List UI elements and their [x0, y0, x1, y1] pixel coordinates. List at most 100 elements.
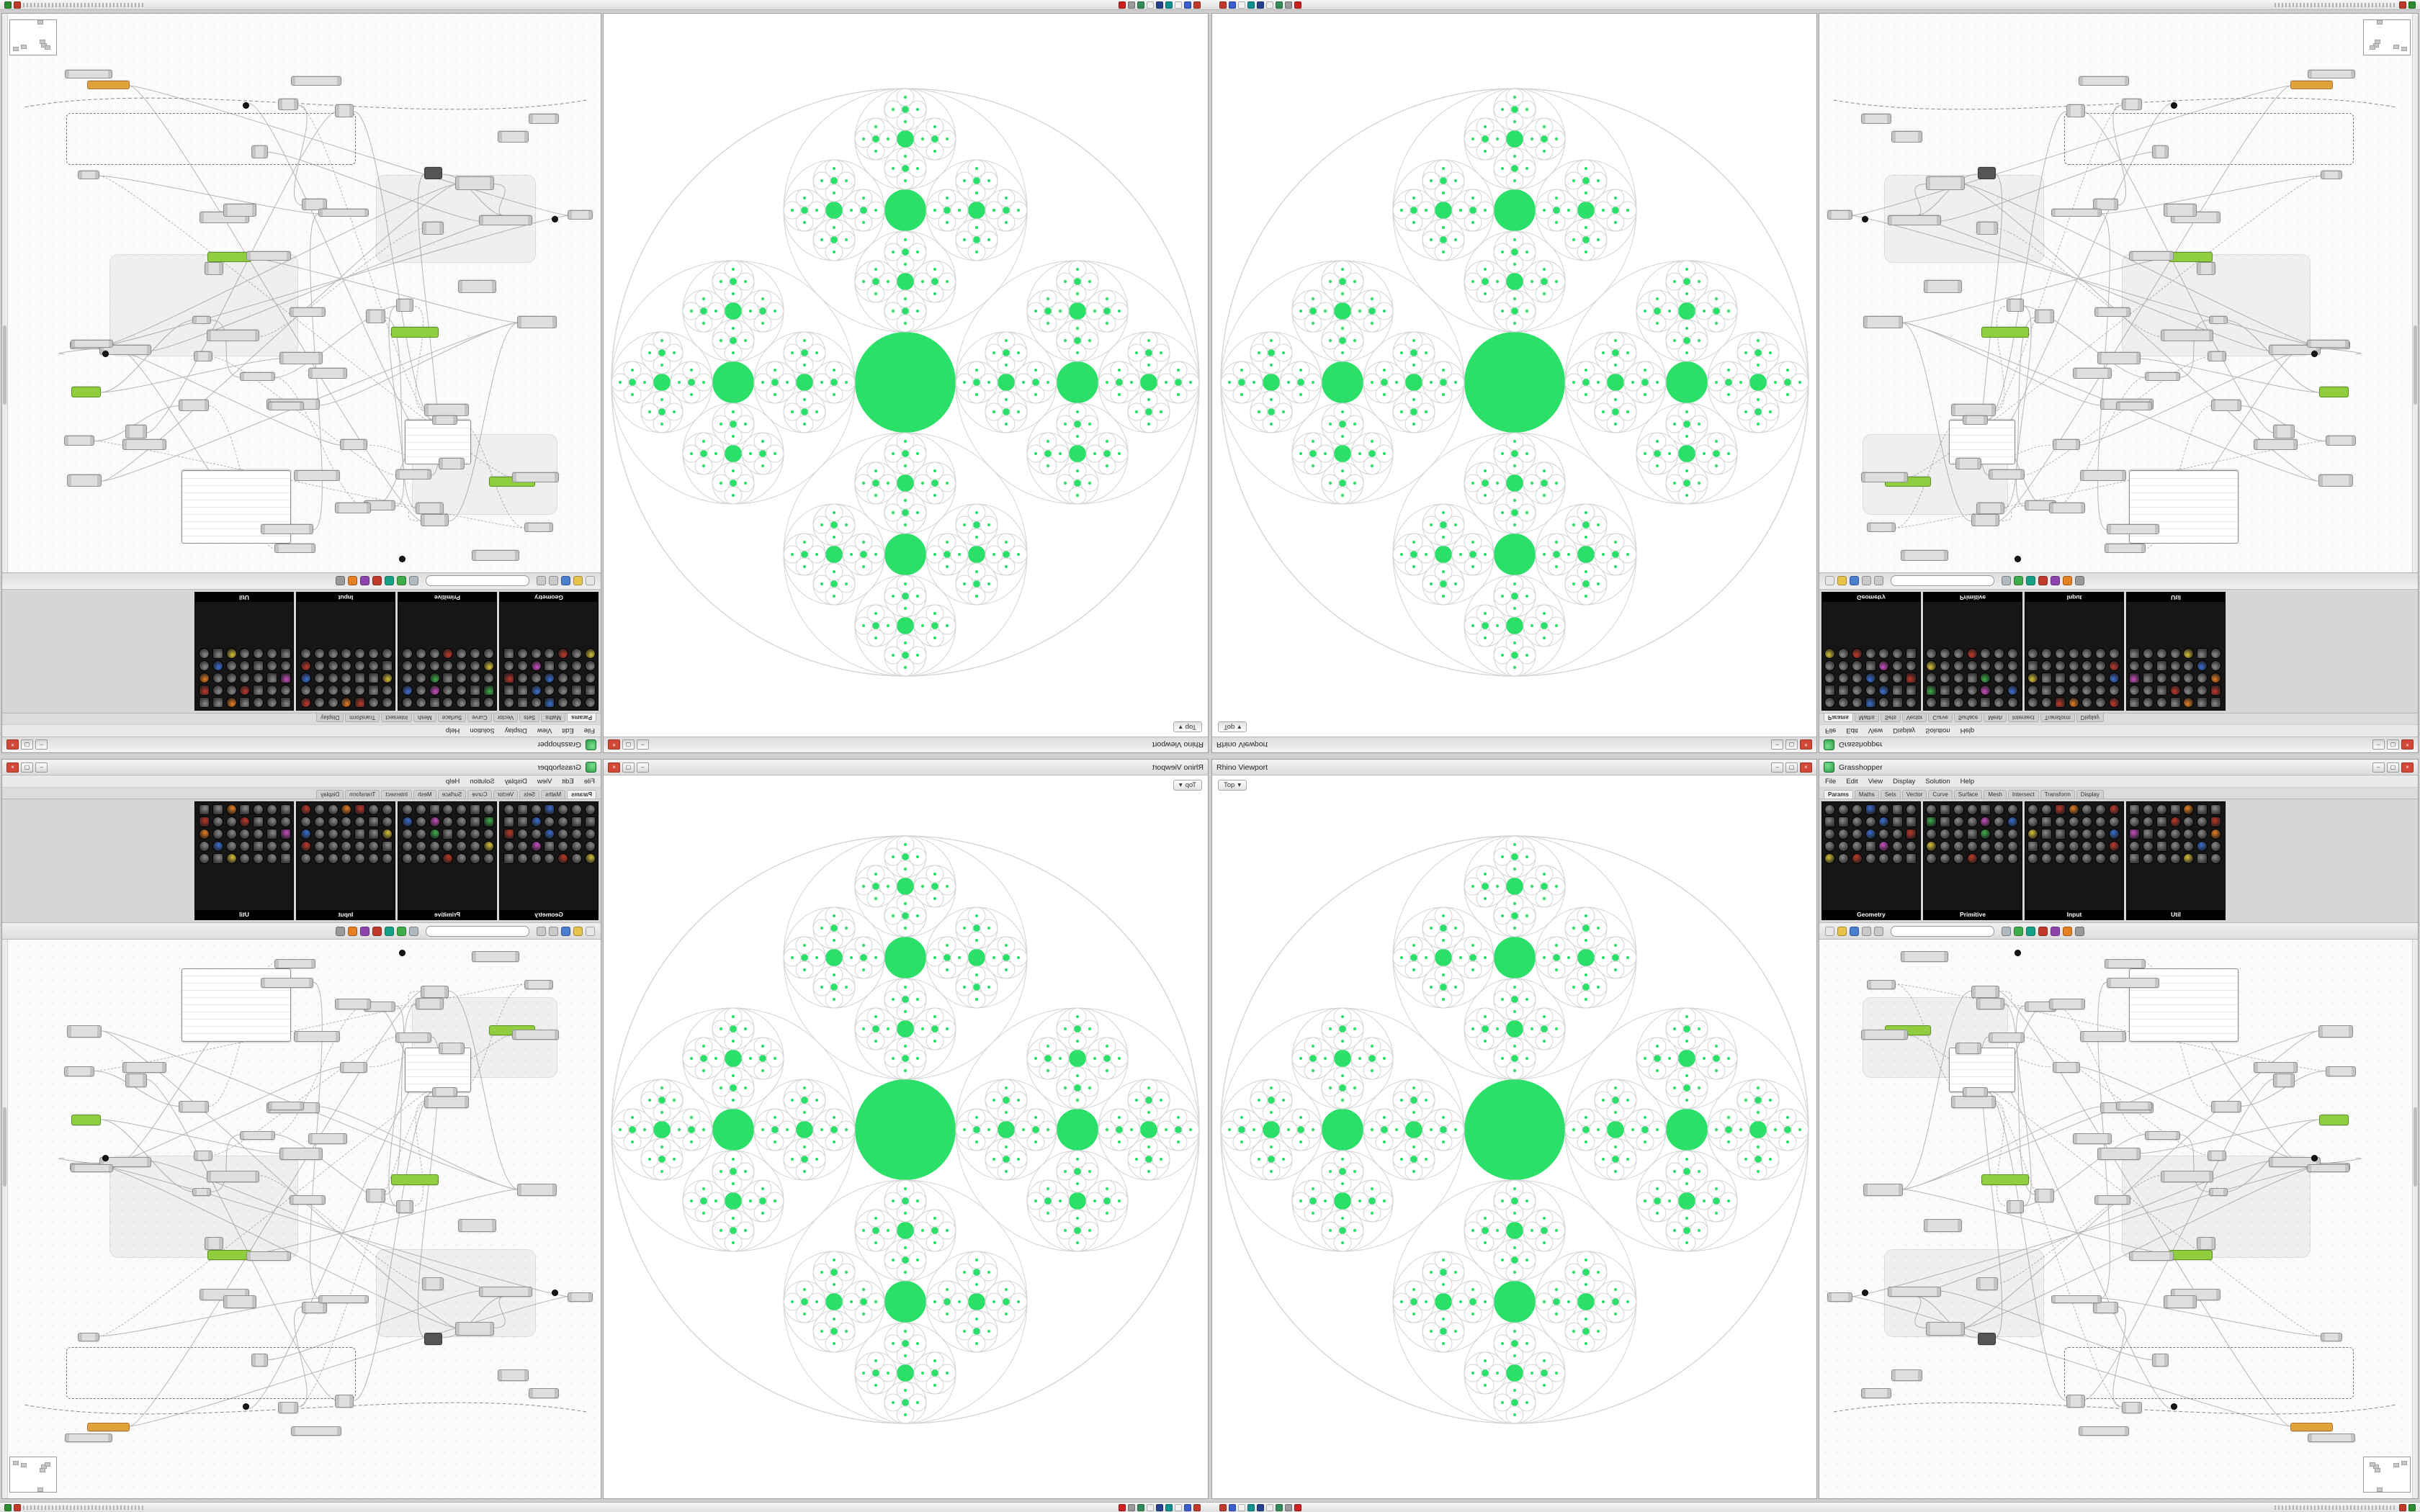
component-icon[interactable]	[1939, 660, 1950, 671]
taskbar-app-red2[interactable]	[1119, 1, 1126, 9]
viewport-tab-top[interactable]: Top ▾	[1218, 721, 1247, 732]
component-icon[interactable]	[470, 648, 481, 659]
gh-node[interactable]	[2164, 204, 2197, 217]
component-icon[interactable]	[1994, 685, 2005, 696]
component-icon[interactable]	[1878, 804, 1890, 815]
component-icon[interactable]	[2169, 841, 2181, 852]
component-icon[interactable]	[530, 648, 542, 659]
component-icon[interactable]	[1994, 648, 2005, 659]
component-icon[interactable]	[401, 829, 413, 840]
gh-node[interactable]	[366, 310, 385, 323]
component-icon[interactable]	[442, 660, 454, 671]
component-icon[interactable]	[2027, 660, 2038, 671]
component-icon[interactable]	[2054, 697, 2066, 708]
gh-node[interactable]	[192, 1188, 211, 1196]
component-icon[interactable]	[239, 853, 251, 864]
tab-display[interactable]: Display	[316, 790, 344, 798]
close-icon[interactable]: ×	[608, 762, 620, 773]
gh-node[interactable]	[424, 404, 469, 416]
gh-node[interactable]	[71, 1115, 101, 1125]
component-icon[interactable]	[503, 697, 514, 708]
component-icon[interactable]	[1878, 697, 1890, 708]
component-icon[interactable]	[300, 685, 311, 696]
menu-item-view[interactable]: View	[1868, 726, 1883, 735]
component-icon[interactable]	[1966, 829, 1978, 840]
component-icon[interactable]	[2169, 648, 2181, 659]
component-icon[interactable]	[382, 660, 393, 671]
component-icon[interactable]	[483, 648, 494, 659]
component-icon[interactable]	[2095, 697, 2107, 708]
component-icon[interactable]	[1926, 853, 1937, 864]
component-icon[interactable]	[300, 841, 311, 852]
gh-node[interactable]	[2122, 1402, 2142, 1413]
maximize-icon[interactable]: ▢	[1785, 739, 1798, 750]
gh-node[interactable]	[2051, 209, 2102, 217]
canvas-scrollbar[interactable]	[2, 940, 8, 1498]
component-icon[interactable]	[253, 853, 264, 864]
menu-item-solution[interactable]: Solution	[1925, 777, 1950, 786]
component-icon[interactable]	[2156, 816, 2167, 827]
viewport-canvas[interactable]: Top ▾	[1212, 775, 1816, 1498]
component-icon[interactable]	[1824, 816, 1835, 827]
gh-node[interactable]	[194, 1151, 212, 1161]
tab-surface[interactable]: Surface	[437, 790, 467, 798]
component-icon[interactable]	[382, 648, 393, 659]
component-icon[interactable]	[198, 648, 210, 659]
gh-node[interactable]	[421, 986, 449, 998]
component-icon[interactable]	[470, 841, 481, 852]
gh-node[interactable]	[291, 1426, 341, 1436]
gh-node[interactable]	[2007, 299, 2024, 312]
new-file-icon[interactable]	[1825, 926, 1834, 936]
component-icon[interactable]	[2095, 841, 2107, 852]
component-icon[interactable]	[2027, 697, 2038, 708]
component-icon[interactable]	[266, 841, 278, 852]
shaded-preview-icon[interactable]	[385, 576, 394, 586]
component-icon[interactable]	[313, 648, 325, 659]
component-icon[interactable]	[239, 648, 251, 659]
component-icon[interactable]	[2109, 829, 2120, 840]
component-icon[interactable]	[253, 816, 264, 827]
component-icon[interactable]	[2129, 672, 2140, 683]
component-icon[interactable]	[341, 660, 352, 671]
component-icon[interactable]	[1966, 648, 1978, 659]
component-icon[interactable]	[1837, 660, 1849, 671]
tab-mesh[interactable]: Mesh	[413, 714, 436, 722]
taskbar-app-blue[interactable]	[1184, 1503, 1191, 1511]
component-icon[interactable]	[557, 685, 569, 696]
component-icon[interactable]	[1865, 685, 1876, 696]
gh-node[interactable]	[432, 415, 457, 425]
component-icon[interactable]	[585, 829, 596, 840]
minimize-icon[interactable]: –	[2372, 739, 2385, 750]
gh-node[interactable]	[524, 523, 553, 532]
component-icon[interactable]	[212, 841, 223, 852]
component-icon[interactable]	[2183, 685, 2195, 696]
viewport-canvas[interactable]: Top ▾	[604, 775, 1208, 1498]
component-icon[interactable]	[1892, 853, 1904, 864]
component-icon[interactable]	[571, 697, 583, 708]
gh-node[interactable]	[1901, 951, 1948, 962]
tab-sets[interactable]: Sets	[519, 790, 540, 798]
component-icon[interactable]	[2007, 660, 2019, 671]
shaded-preview-icon[interactable]	[2026, 926, 2035, 936]
component-icon[interactable]	[2197, 697, 2208, 708]
taskbar-app-gray[interactable]	[1285, 1, 1292, 9]
component-icon[interactable]	[2183, 697, 2195, 708]
component-icon[interactable]	[2197, 829, 2208, 840]
component-icon[interactable]	[327, 697, 339, 708]
component-icon[interactable]	[225, 672, 237, 683]
component-icon[interactable]	[1953, 648, 1964, 659]
component-icon[interactable]	[1878, 816, 1890, 827]
menu-item-edit[interactable]: Edit	[562, 777, 574, 786]
component-icon[interactable]	[2169, 685, 2181, 696]
taskbar-app-green[interactable]	[1137, 1, 1144, 9]
component-icon[interactable]	[415, 853, 426, 864]
component-icon[interactable]	[1865, 648, 1876, 659]
component-icon[interactable]	[1953, 685, 1964, 696]
component-icon[interactable]	[1824, 853, 1835, 864]
component-icon[interactable]	[2081, 804, 2093, 815]
component-icon[interactable]	[2095, 660, 2107, 671]
close-icon[interactable]: ×	[2401, 762, 2414, 773]
component-icon[interactable]	[368, 804, 380, 815]
component-icon[interactable]	[2109, 685, 2120, 696]
component-icon[interactable]	[2095, 853, 2107, 864]
